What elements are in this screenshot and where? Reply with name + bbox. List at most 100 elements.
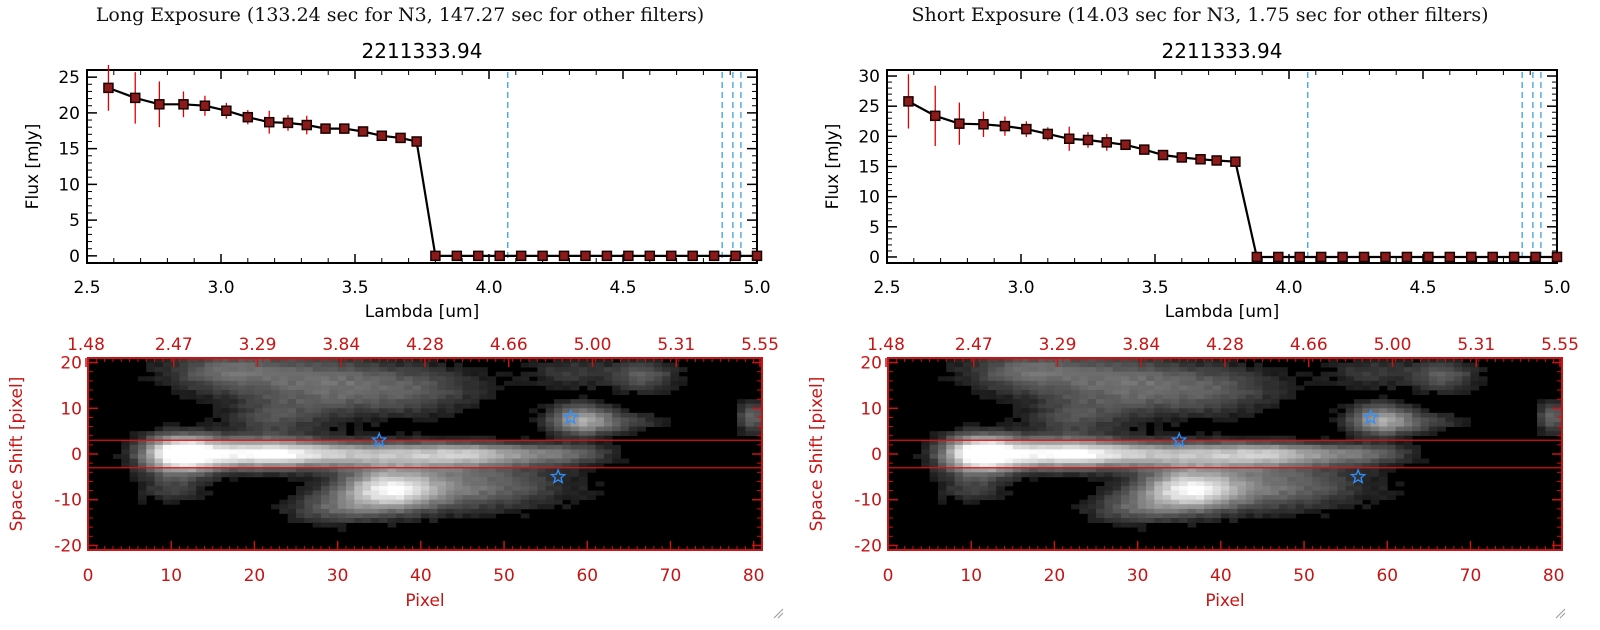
image-pixel: [454, 399, 463, 405]
image-pixel: [1312, 467, 1322, 473]
spectrum-axes-frame: [86, 69, 758, 264]
image-pixel: [470, 463, 480, 469]
image-pixel: [1162, 431, 1172, 437]
resize-grip-icon[interactable]: [772, 607, 784, 619]
image-pixel: [745, 403, 755, 409]
image-pixel: [395, 431, 405, 437]
top-axis-label: 5.31: [1457, 335, 1495, 355]
image-pixel: [1154, 472, 1163, 478]
image-pixel: [287, 463, 297, 469]
image-pixel: [179, 367, 189, 373]
image-pixel: [387, 495, 397, 501]
image-pixel: [1062, 467, 1072, 473]
image-pixel: [454, 463, 463, 469]
image-pixel: [529, 495, 538, 501]
image-pixel: [1353, 449, 1363, 455]
image-pixel: [229, 440, 239, 446]
image-pixel: [1420, 390, 1430, 395]
image-pixel: [171, 390, 180, 395]
image-pixel: [1087, 380, 1097, 386]
image-pixel: [237, 422, 247, 427]
x-tick-label: 4.0: [475, 278, 502, 298]
image-pixel: [578, 444, 588, 450]
image-pixel: [179, 458, 189, 464]
image-pixel: [595, 417, 605, 423]
image-pixel: [1104, 431, 1114, 437]
image-pixel: [437, 472, 447, 478]
image-pixel: [1212, 490, 1222, 496]
image-pixel: [929, 472, 939, 478]
image-pixel: [470, 486, 480, 491]
image-pixel: [1096, 371, 1105, 377]
image-pixel: [512, 458, 522, 464]
image-pixel: [454, 380, 463, 386]
image-pixel: [1154, 504, 1163, 510]
image-pixel: [412, 490, 422, 496]
image-pixel: [1096, 431, 1105, 437]
image-pixel: [1137, 522, 1147, 528]
image-pixel: [1162, 435, 1172, 441]
image-pixel: [1187, 454, 1197, 459]
image-pixel: [312, 412, 322, 418]
image-pixel: [603, 376, 613, 382]
image-pixel: [429, 380, 438, 386]
image-pixel: [545, 440, 555, 446]
image-pixel: [212, 358, 222, 363]
image-pixel: [1279, 394, 1288, 400]
image-pixel: [612, 408, 621, 414]
image-pixel: [1428, 362, 1438, 368]
image-pixel: [296, 490, 305, 496]
image-pixel: [312, 362, 322, 368]
image-pixel: [162, 380, 172, 386]
image-pixel: [1071, 458, 1080, 464]
image-pixel: [287, 412, 297, 418]
image-pixel: [1129, 358, 1139, 363]
image-pixel: [1262, 458, 1272, 464]
image-pixel: [1012, 390, 1022, 395]
image-pixel: [545, 417, 555, 423]
image-pixel: [196, 362, 205, 368]
flux-point: [954, 118, 965, 129]
image-pixel: [262, 362, 272, 368]
image-pixel: [1071, 417, 1080, 423]
image-pixel: [212, 426, 222, 432]
image-pixel: [545, 380, 555, 386]
image-pixel: [462, 367, 472, 373]
image-pixel: [678, 380, 688, 386]
resize-grip-icon[interactable]: [1554, 607, 1566, 619]
image-pixel: [1012, 454, 1022, 459]
image-pixel: [495, 490, 505, 496]
image-pixel: [1120, 390, 1130, 395]
image-pixel: [1145, 481, 1155, 487]
image-pixel: [1071, 440, 1080, 446]
image-pixel: [954, 426, 964, 432]
image-pixel: [545, 408, 555, 414]
image-pixel: [979, 449, 989, 455]
image-pixel: [979, 463, 989, 469]
image-pixel: [1287, 390, 1297, 395]
image-pixel: [1279, 499, 1288, 505]
image-pixel: [670, 376, 680, 382]
image-pixel: [1337, 490, 1347, 496]
image-pixel: [154, 435, 164, 441]
image-pixel: [196, 385, 205, 391]
image-pixel: [495, 371, 505, 377]
image-pixel: [171, 481, 180, 487]
image-pixel: [562, 463, 572, 469]
image-pixel: [262, 472, 272, 478]
image-pixel: [1137, 394, 1147, 400]
image-pixel: [1254, 444, 1263, 450]
image-pixel: [287, 472, 297, 478]
image-pixel: [345, 472, 355, 478]
image-pixel: [420, 486, 430, 491]
image-pixel: [1179, 408, 1188, 414]
image-pixel: [1112, 444, 1122, 450]
image-pixel: [1387, 422, 1396, 427]
image-pixel: [1079, 508, 1089, 514]
image-pixel: [1029, 467, 1039, 473]
image-pixel: [362, 385, 372, 391]
image-pixel: [495, 504, 505, 510]
image-pixel: [1212, 408, 1222, 414]
spectrum-plot: 2211333.942.5 3.0 3.5 4.0 4.5 5.0051015202530…: [823, 39, 1571, 322]
image-pixel: [545, 385, 555, 391]
